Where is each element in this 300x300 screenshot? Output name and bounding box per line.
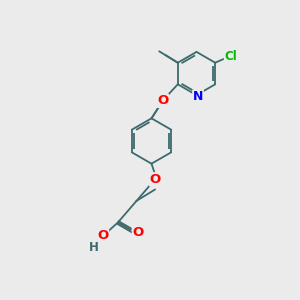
Text: H: H [89, 241, 99, 254]
Text: O: O [97, 229, 109, 242]
Text: O: O [132, 226, 144, 239]
Text: O: O [149, 173, 161, 186]
Text: Cl: Cl [224, 50, 237, 63]
Text: O: O [157, 94, 168, 107]
Text: N: N [193, 90, 203, 103]
